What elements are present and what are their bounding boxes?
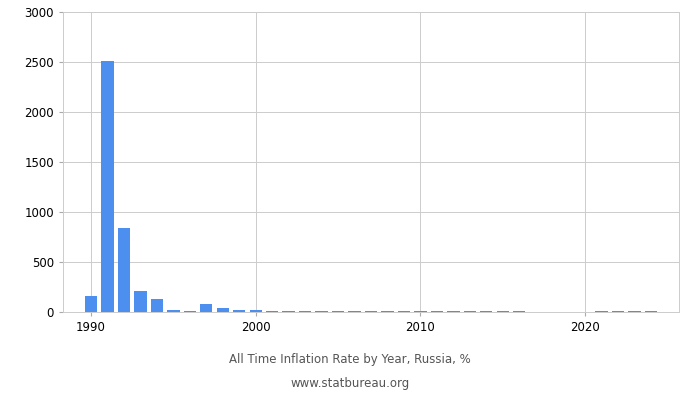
Bar [183, 311, 196, 312]
Bar [233, 310, 246, 312]
Bar [85, 296, 97, 312]
Bar [645, 311, 657, 312]
Bar [382, 310, 393, 312]
Bar [266, 310, 279, 312]
Bar [134, 290, 146, 312]
Bar [430, 311, 443, 312]
Bar [150, 299, 163, 312]
Bar [283, 311, 295, 312]
Bar [102, 61, 113, 312]
Text: www.statbureau.org: www.statbureau.org [290, 378, 410, 390]
Bar [629, 311, 640, 312]
Bar [480, 311, 493, 312]
Bar [349, 311, 361, 312]
Bar [496, 311, 509, 312]
Bar [216, 308, 229, 312]
Bar [118, 228, 130, 312]
Bar [200, 304, 213, 312]
Bar [463, 311, 476, 312]
Bar [596, 311, 608, 312]
Bar [513, 311, 526, 312]
Bar [414, 311, 426, 312]
Bar [332, 311, 344, 312]
Bar [249, 310, 262, 312]
Bar [167, 310, 179, 312]
Bar [299, 311, 312, 312]
Bar [316, 311, 328, 312]
Bar [365, 311, 377, 312]
Bar [398, 311, 410, 312]
Bar [612, 310, 624, 312]
Text: All Time Inflation Rate by Year, Russia, %: All Time Inflation Rate by Year, Russia,… [229, 354, 471, 366]
